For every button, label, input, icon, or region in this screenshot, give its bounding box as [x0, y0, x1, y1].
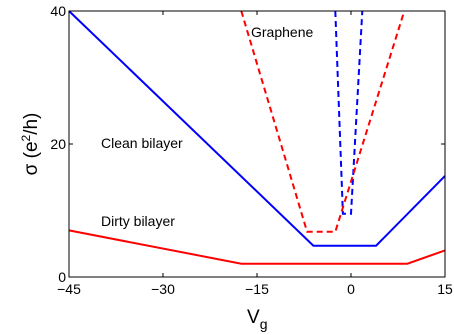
x-tick-label: −30 — [151, 281, 175, 297]
series-layer — [68, 10, 446, 265]
x-tick-label: 0 — [347, 281, 355, 297]
annotation-graphene: Graphene — [251, 24, 313, 40]
y-axis-label: σ (e2/h) — [19, 113, 42, 176]
tick-layer: −45 −30 −15 0 15 0 20 40 — [50, 3, 453, 297]
series-dirty-bilayer-line — [68, 229, 446, 265]
series-unlabeled-3-line — [240, 10, 406, 233]
annotation-clean-bilayer: Clean bilayer — [101, 135, 183, 151]
x-axis-label: Vg — [247, 307, 267, 332]
y-tick-label: 40 — [50, 3, 66, 19]
x-tick-label: −45 — [57, 281, 81, 297]
plot-background — [69, 11, 445, 277]
x-tick-label: 15 — [437, 281, 453, 297]
y-tick-label: 0 — [58, 269, 66, 285]
annotation-dirty-bilayer: Dirty bilayer — [101, 213, 175, 229]
x-tick-label: −15 — [245, 281, 269, 297]
series-graphene-line — [334, 10, 364, 215]
y-tick-label: 20 — [50, 136, 66, 152]
series-clean-bilayer-line — [68, 10, 446, 247]
